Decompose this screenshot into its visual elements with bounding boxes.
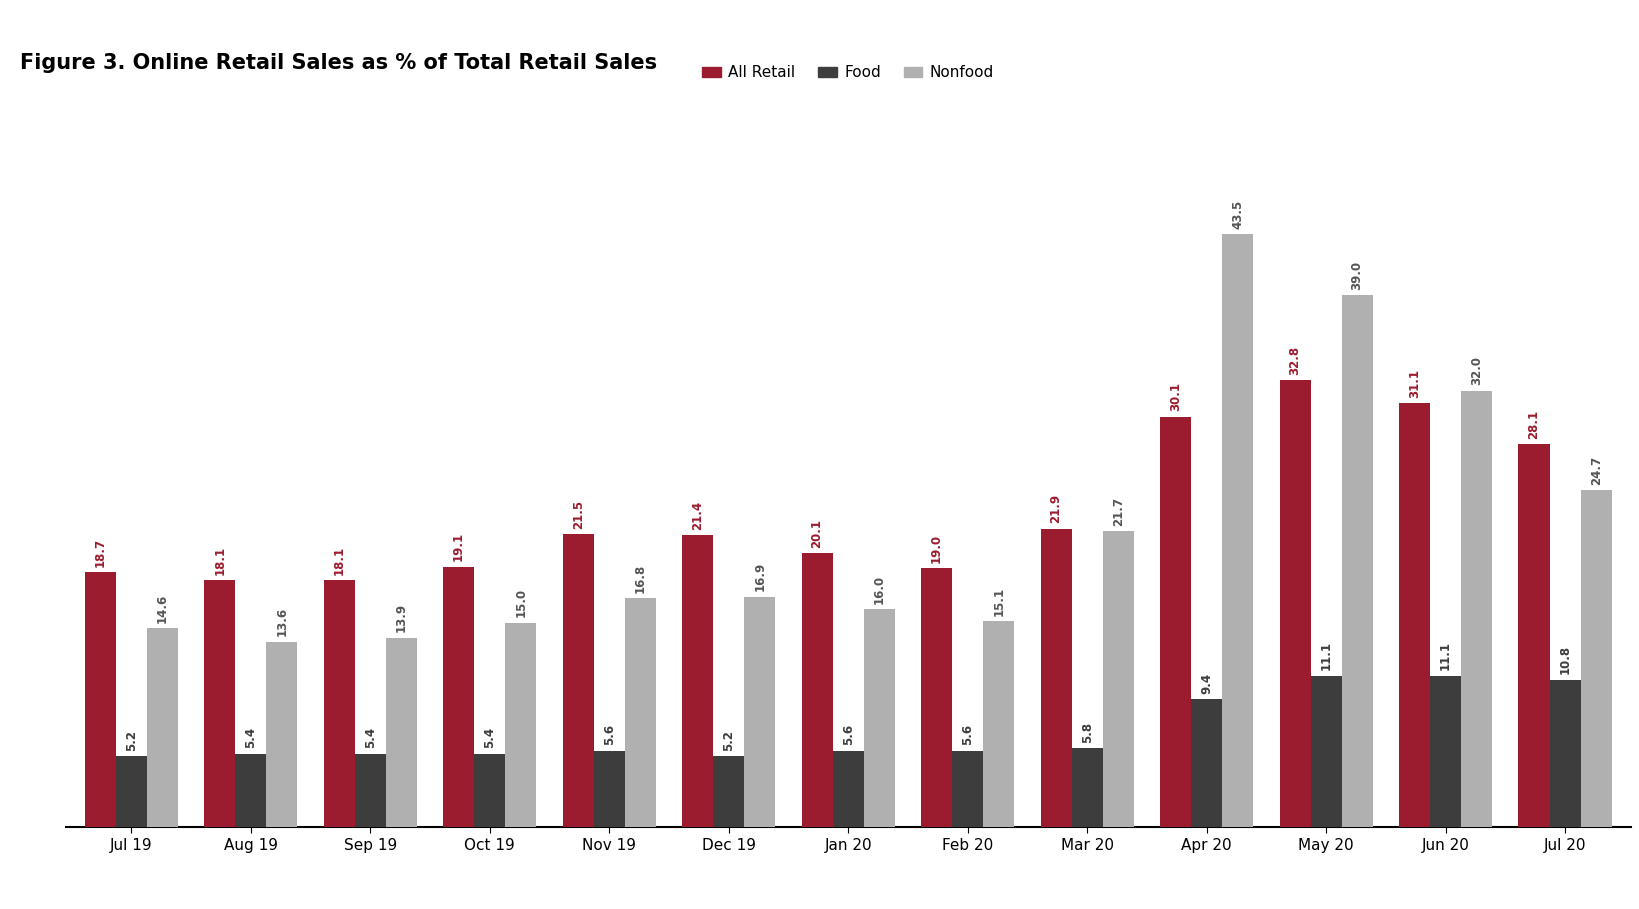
Bar [85,573,116,827]
Text: 16.9: 16.9 [754,562,767,592]
Text: 5.4: 5.4 [244,727,257,748]
Bar [443,567,474,827]
Bar [1072,748,1103,827]
Text: 5.2: 5.2 [723,730,736,751]
Text: 21.7: 21.7 [1111,497,1124,525]
Text: 14.6: 14.6 [156,594,169,623]
Bar [713,756,744,827]
Bar [1223,235,1254,827]
Legend: All Retail, Food, Nonfood: All Retail, Food, Nonfood [697,59,1000,86]
Text: 18.1: 18.1 [333,545,346,575]
Text: 5.6: 5.6 [842,724,854,745]
Text: 5.4: 5.4 [484,727,497,748]
Bar [682,535,713,827]
Bar [1580,491,1611,827]
Text: 9.4: 9.4 [1200,673,1213,694]
Bar [148,628,179,827]
Text: 16.8: 16.8 [634,564,647,593]
Text: 30.1: 30.1 [1169,383,1182,411]
Bar [505,623,536,827]
Bar [116,756,148,827]
Bar [385,638,416,827]
Text: Figure 3. Online Retail Sales as % of Total Retail Sales: Figure 3. Online Retail Sales as % of To… [20,53,657,73]
Bar [952,751,983,827]
Text: 15.1: 15.1 [992,586,1005,616]
Text: 18.7: 18.7 [93,537,107,567]
Bar [1192,699,1223,827]
Text: 43.5: 43.5 [1231,199,1244,228]
Text: 15.0: 15.0 [515,588,528,617]
Bar [474,754,505,827]
Bar [266,642,297,827]
Bar [354,754,385,827]
Text: 10.8: 10.8 [1559,645,1572,674]
Text: 13.6: 13.6 [275,607,288,636]
Bar [1342,295,1373,827]
Text: 28.1: 28.1 [1528,409,1541,439]
Bar [323,580,354,827]
Bar [562,534,593,827]
Text: 32.8: 32.8 [1288,345,1301,375]
Bar [1041,529,1072,827]
Text: 24.7: 24.7 [1590,455,1603,485]
Text: 5.6: 5.6 [960,724,974,745]
Text: 5.4: 5.4 [364,727,377,748]
Text: 19.1: 19.1 [452,532,465,562]
Text: 11.1: 11.1 [1439,642,1452,671]
Text: 18.1: 18.1 [213,545,226,575]
Bar [205,580,236,827]
Bar [1549,680,1580,827]
Text: 19.0: 19.0 [929,534,942,563]
Bar [236,754,266,827]
Bar [744,597,775,827]
Bar [1431,676,1460,827]
Text: 5.2: 5.2 [125,730,138,751]
Bar [983,622,1015,827]
Text: 5.8: 5.8 [1080,722,1093,743]
Bar [833,751,864,827]
Text: 11.1: 11.1 [1319,642,1333,671]
Text: 21.9: 21.9 [1049,494,1062,524]
Text: 13.9: 13.9 [395,603,408,633]
Text: 5.6: 5.6 [603,724,616,745]
Text: 20.1: 20.1 [811,519,824,547]
Bar [593,751,624,827]
Bar [1400,404,1431,827]
Text: 39.0: 39.0 [1351,261,1364,290]
Bar [1311,676,1342,827]
Bar [1160,416,1192,827]
Bar [864,609,895,827]
Bar [1460,391,1491,827]
Bar [1103,531,1134,827]
Text: 32.0: 32.0 [1470,356,1483,385]
Text: 21.5: 21.5 [572,499,585,529]
Bar [1280,380,1311,827]
Bar [921,568,952,827]
Text: 21.4: 21.4 [692,501,705,530]
Bar [624,598,656,827]
Bar [1518,445,1549,827]
Text: 16.0: 16.0 [872,574,885,604]
Text: 31.1: 31.1 [1408,369,1421,398]
Bar [801,553,833,827]
